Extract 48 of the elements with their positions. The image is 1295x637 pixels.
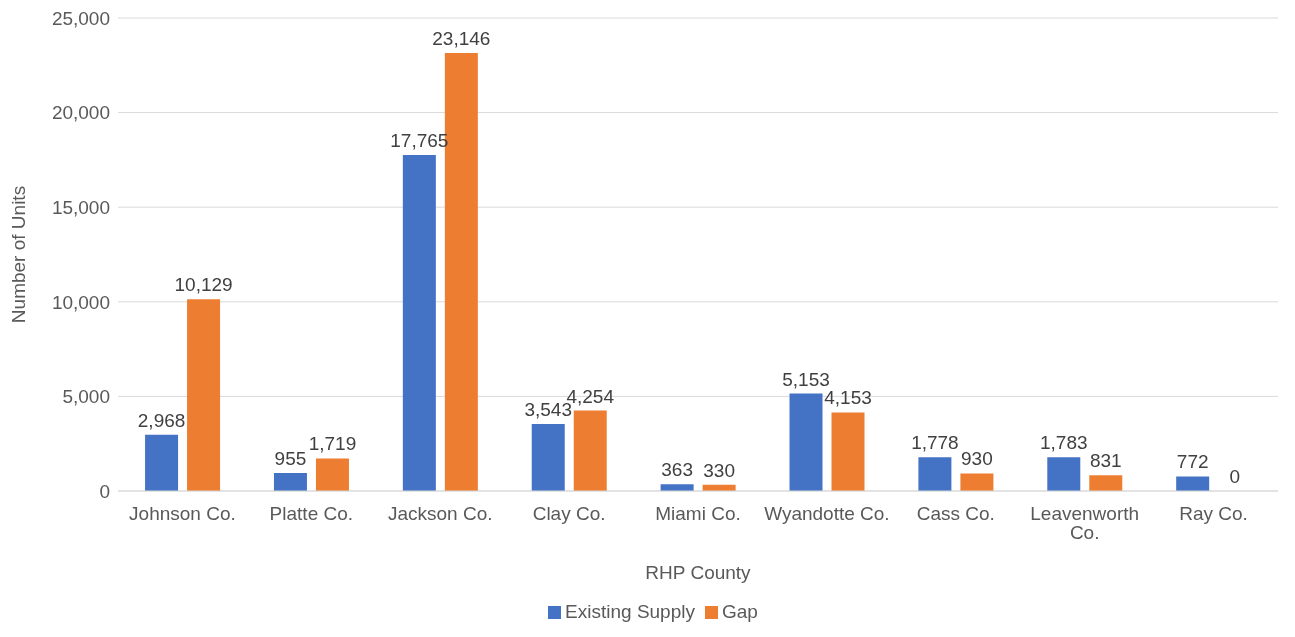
data-label: 955 [274, 447, 307, 469]
y-tick-label: 10,000 [51, 291, 110, 313]
legend-label: Gap [721, 601, 758, 622]
y-tick-label: 0 [99, 480, 110, 502]
y-tick-label: 20,000 [51, 102, 110, 124]
bar [573, 410, 607, 491]
bar [918, 457, 952, 491]
y-tick-label: 5,000 [62, 386, 110, 408]
bar [1089, 475, 1123, 491]
data-label: 330 [703, 459, 735, 481]
x-tick-label: Cass Co. [916, 503, 995, 525]
data-label: 772 [1176, 451, 1209, 473]
y-tick-label: 15,000 [51, 196, 110, 218]
bar [145, 434, 179, 491]
data-label: 10,129 [174, 274, 233, 296]
bar [187, 299, 221, 491]
bar [531, 423, 565, 491]
bar [402, 154, 436, 491]
x-tick-label: Jackson Co. [387, 503, 493, 525]
bar [960, 473, 994, 491]
data-label: 831 [1089, 450, 1122, 472]
y-tick-label: 25,000 [51, 7, 110, 29]
bar [1047, 457, 1081, 491]
bar [831, 412, 865, 491]
data-label: 5,153 [782, 368, 830, 390]
x-tick-label: Platte Co. [269, 503, 354, 525]
data-label: 363 [661, 459, 693, 481]
data-label: 930 [961, 448, 993, 470]
data-label: 1,778 [911, 432, 959, 454]
x-tick-label: Ray Co. [1179, 503, 1248, 525]
data-label: 1,783 [1040, 432, 1088, 454]
data-label: 0 [1229, 465, 1240, 487]
x-tick-label: Wyandotte Co. [764, 503, 890, 525]
bar [789, 393, 823, 491]
data-label: 4,153 [824, 387, 872, 409]
data-label: 23,146 [432, 28, 491, 50]
data-label: 2,968 [137, 409, 186, 431]
legend-label: Existing Supply [565, 601, 695, 622]
y-axis-title: Number of Units [7, 185, 29, 324]
bar [315, 458, 349, 491]
bar [273, 472, 307, 491]
x-axis-title: RHP County [645, 562, 752, 583]
x-tick-label: Clay Co. [532, 503, 606, 525]
bar [1176, 476, 1210, 491]
x-tick-label: Leavenworth Co. [1030, 503, 1140, 544]
data-label: 1,719 [308, 433, 357, 455]
x-tick-label: Johnson Co. [129, 503, 236, 525]
x-tick-label: Miami Co. [655, 503, 741, 525]
